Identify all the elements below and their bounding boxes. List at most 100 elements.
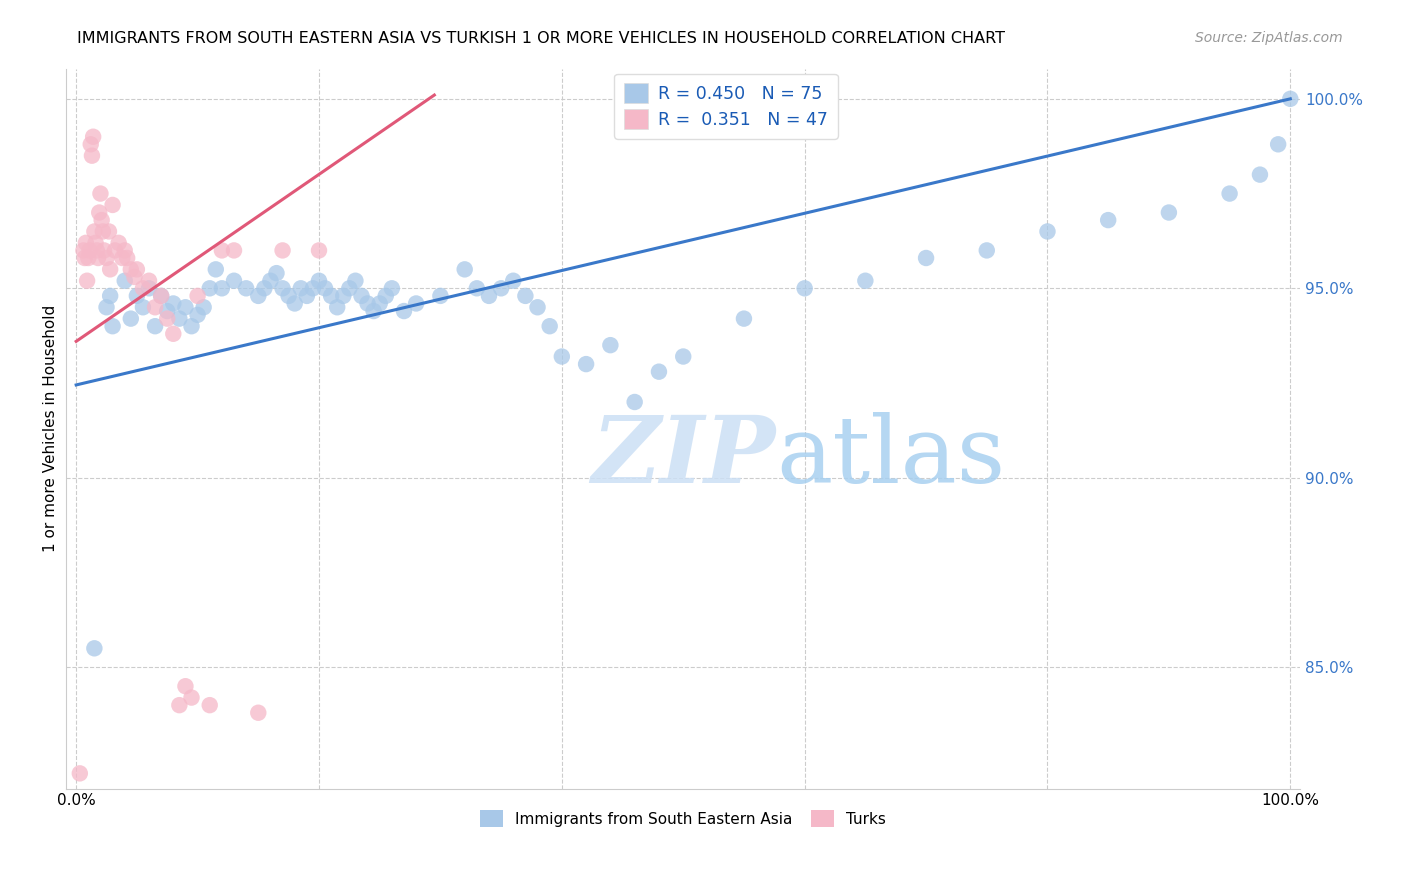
Point bbox=[174, 300, 197, 314]
Point bbox=[1097, 213, 1119, 227]
Point bbox=[247, 289, 270, 303]
Point bbox=[115, 251, 138, 265]
Point bbox=[143, 300, 166, 314]
Point bbox=[648, 365, 671, 379]
Y-axis label: 1 or more Vehicles in Household: 1 or more Vehicles in Household bbox=[44, 305, 58, 552]
Point bbox=[1036, 224, 1059, 238]
Legend: Immigrants from South Eastern Asia, Turks: Immigrants from South Eastern Asia, Turk… bbox=[472, 802, 894, 835]
Point bbox=[672, 350, 695, 364]
Point bbox=[98, 289, 121, 303]
Point bbox=[101, 319, 124, 334]
Point bbox=[107, 235, 129, 250]
Point bbox=[538, 319, 561, 334]
Point bbox=[277, 289, 299, 303]
Point bbox=[599, 338, 621, 352]
Point bbox=[489, 281, 512, 295]
Point bbox=[793, 281, 815, 295]
Point bbox=[124, 269, 146, 284]
Point bbox=[368, 296, 391, 310]
Point bbox=[915, 251, 938, 265]
Point bbox=[120, 311, 142, 326]
Point bbox=[321, 289, 343, 303]
Point bbox=[84, 235, 107, 250]
Point bbox=[350, 289, 373, 303]
Point bbox=[90, 213, 112, 227]
Point bbox=[526, 300, 548, 314]
Point bbox=[187, 289, 209, 303]
Point bbox=[392, 304, 415, 318]
Point bbox=[235, 281, 257, 295]
Point bbox=[198, 281, 221, 295]
Point bbox=[101, 198, 124, 212]
Point bbox=[976, 244, 998, 258]
Point bbox=[143, 319, 166, 334]
Point bbox=[89, 186, 111, 201]
Point bbox=[381, 281, 404, 295]
Point bbox=[174, 679, 197, 693]
Point bbox=[97, 224, 120, 238]
Point bbox=[733, 311, 755, 326]
Point bbox=[271, 281, 294, 295]
Point bbox=[332, 289, 354, 303]
Point bbox=[169, 311, 191, 326]
Point bbox=[266, 266, 288, 280]
Point bbox=[187, 308, 209, 322]
Point bbox=[1219, 186, 1241, 201]
Point bbox=[87, 251, 110, 265]
Point bbox=[284, 296, 307, 310]
Point bbox=[120, 262, 142, 277]
Point bbox=[150, 289, 173, 303]
Point bbox=[337, 281, 360, 295]
Point bbox=[162, 326, 184, 341]
Point bbox=[98, 262, 121, 277]
Point bbox=[502, 274, 524, 288]
Point bbox=[180, 690, 202, 705]
Point bbox=[156, 311, 179, 326]
Point bbox=[82, 129, 104, 144]
Point bbox=[150, 289, 173, 303]
Point bbox=[478, 289, 501, 303]
Point bbox=[114, 274, 136, 288]
Point bbox=[104, 244, 127, 258]
Point bbox=[429, 289, 451, 303]
Point bbox=[302, 281, 325, 295]
Point bbox=[405, 296, 427, 310]
Point bbox=[89, 205, 111, 219]
Point bbox=[211, 244, 233, 258]
Point bbox=[623, 395, 645, 409]
Point bbox=[1267, 137, 1289, 152]
Point bbox=[259, 274, 281, 288]
Point bbox=[290, 281, 312, 295]
Point bbox=[253, 281, 276, 295]
Point bbox=[169, 698, 191, 713]
Point bbox=[575, 357, 598, 371]
Point bbox=[111, 251, 134, 265]
Point bbox=[295, 289, 318, 303]
Point bbox=[76, 274, 98, 288]
Point bbox=[96, 300, 118, 314]
Point bbox=[193, 300, 215, 314]
Point bbox=[363, 304, 385, 318]
Point bbox=[222, 274, 245, 288]
Point bbox=[308, 274, 330, 288]
Point bbox=[125, 262, 148, 277]
Point bbox=[247, 706, 270, 720]
Point bbox=[80, 149, 103, 163]
Point bbox=[69, 766, 91, 780]
Point bbox=[465, 281, 488, 295]
Point bbox=[314, 281, 336, 295]
Point bbox=[72, 244, 94, 258]
Point bbox=[86, 244, 108, 258]
Point bbox=[114, 244, 136, 258]
Point bbox=[162, 296, 184, 310]
Point bbox=[138, 274, 160, 288]
Point bbox=[156, 304, 179, 318]
Point bbox=[1157, 205, 1180, 219]
Point bbox=[83, 224, 105, 238]
Point bbox=[853, 274, 876, 288]
Point bbox=[80, 137, 103, 152]
Point bbox=[356, 296, 378, 310]
Point bbox=[1279, 92, 1302, 106]
Point bbox=[344, 274, 367, 288]
Point bbox=[132, 281, 155, 295]
